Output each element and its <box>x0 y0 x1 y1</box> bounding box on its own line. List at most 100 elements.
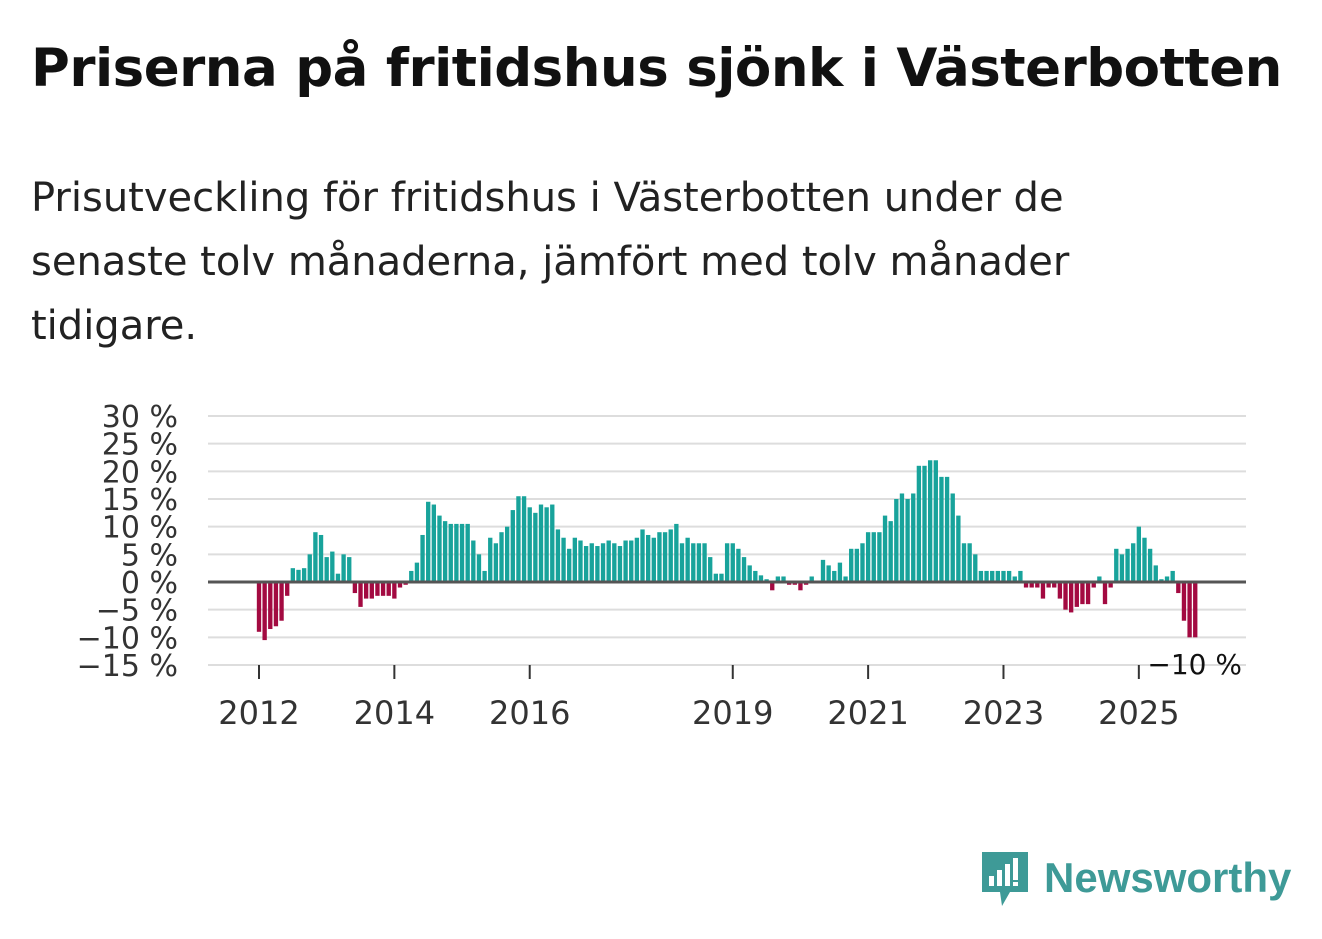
bar <box>380 582 386 596</box>
bar <box>369 582 374 599</box>
bar <box>995 570 1001 582</box>
bar <box>363 582 369 599</box>
bar <box>612 543 617 582</box>
bar <box>307 554 312 582</box>
bar <box>561 537 566 582</box>
bar <box>572 537 578 582</box>
bar <box>279 582 284 621</box>
bar <box>471 540 476 582</box>
bar <box>753 570 758 582</box>
bar <box>1131 543 1136 582</box>
bar <box>1193 582 1198 638</box>
bar <box>657 532 662 582</box>
bar <box>555 529 561 582</box>
bar <box>521 496 527 582</box>
bar <box>736 548 741 582</box>
bar <box>1147 548 1153 582</box>
bar <box>894 499 899 582</box>
y-tick-label: −10 % <box>77 621 178 656</box>
bar <box>1187 582 1192 638</box>
bar <box>882 515 888 582</box>
bar <box>798 582 803 591</box>
bar <box>1176 582 1181 594</box>
bar <box>1108 582 1113 588</box>
bar <box>730 543 735 582</box>
bar <box>809 576 814 582</box>
bar <box>713 573 719 582</box>
bar <box>1029 582 1034 588</box>
bar <box>820 559 826 582</box>
bar <box>273 582 279 627</box>
bar <box>488 537 493 582</box>
bar <box>256 582 262 632</box>
bar <box>454 523 459 582</box>
y-tick-label: 20 % <box>102 455 178 490</box>
bar <box>674 523 679 582</box>
y-tick-label: 30 % <box>102 400 178 435</box>
bar <box>285 582 290 596</box>
bar <box>583 546 589 582</box>
bar <box>961 543 967 582</box>
bar <box>927 460 933 582</box>
bar <box>888 521 893 582</box>
bar <box>578 540 583 582</box>
bar <box>1142 537 1147 582</box>
bar <box>617 546 623 582</box>
bar <box>916 465 922 582</box>
x-tick-label: 2014 <box>354 694 435 732</box>
bar <box>1074 582 1079 607</box>
end-value-label: −10 % <box>1147 648 1242 681</box>
bar <box>375 582 380 596</box>
bar <box>1085 582 1091 605</box>
bar <box>905 499 910 582</box>
bar <box>296 569 301 582</box>
bar <box>1063 582 1068 610</box>
bar <box>482 570 487 582</box>
bar <box>973 554 978 582</box>
bar <box>719 573 724 582</box>
bar <box>358 582 363 607</box>
bar <box>871 532 876 582</box>
bar <box>911 493 916 582</box>
bar <box>504 526 510 582</box>
x-tick-label: 2016 <box>489 694 570 732</box>
bar <box>459 523 465 582</box>
bar <box>877 532 882 582</box>
y-tick-label: 0 % <box>121 566 178 601</box>
bar <box>1052 582 1057 588</box>
newsworthy-logo-icon <box>982 852 1028 906</box>
bar <box>1097 576 1102 582</box>
bar <box>533 512 538 582</box>
bar <box>770 582 775 591</box>
bar <box>1102 582 1108 605</box>
bar <box>1006 570 1012 582</box>
y-tick-label: 10 % <box>102 511 178 546</box>
bar <box>1040 582 1046 599</box>
bar <box>849 548 854 582</box>
bar <box>899 493 905 582</box>
bar <box>595 546 600 582</box>
bar <box>1091 582 1096 588</box>
bar <box>606 540 611 582</box>
bar <box>696 543 702 582</box>
bar <box>414 562 420 582</box>
bar <box>679 543 685 582</box>
bar-chart: 30 %25 %20 %15 %10 %5 %0 %−5 %−10 %−15 %… <box>77 400 1246 732</box>
bar <box>1046 582 1051 588</box>
bar <box>1018 570 1023 582</box>
newsworthy-logo[interactable]: Newsworthy <box>980 848 1291 908</box>
bar <box>860 543 865 582</box>
bar <box>950 493 955 582</box>
bar <box>550 504 555 582</box>
bar <box>386 582 391 596</box>
bar <box>347 557 352 582</box>
bar <box>1001 570 1006 582</box>
bar <box>442 521 448 582</box>
bar <box>826 565 831 582</box>
y-tick-label: −15 % <box>77 649 178 684</box>
bar <box>865 532 871 582</box>
bar <box>476 554 482 582</box>
bar <box>1068 582 1074 613</box>
bar <box>967 543 972 582</box>
bar <box>516 496 521 582</box>
